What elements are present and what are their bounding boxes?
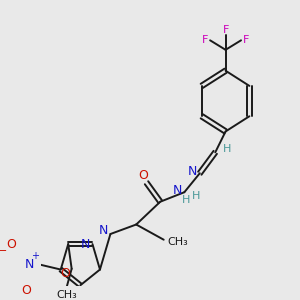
Text: O: O [138,169,148,182]
Text: N: N [99,224,108,237]
Text: +: + [31,251,39,261]
Text: −: − [0,245,7,256]
Text: O: O [60,267,70,280]
Text: O: O [21,284,31,297]
Text: CH₃: CH₃ [56,290,77,300]
Text: H: H [182,195,190,205]
Text: CH₃: CH₃ [167,237,188,247]
Text: N: N [25,258,34,271]
Text: N: N [81,238,90,250]
Text: N: N [188,165,198,178]
Text: F: F [222,25,229,35]
Text: N: N [173,184,182,197]
Text: H: H [223,144,232,154]
Text: H: H [192,191,200,201]
Text: F: F [202,35,208,45]
Text: F: F [243,35,249,45]
Text: O: O [6,238,16,251]
